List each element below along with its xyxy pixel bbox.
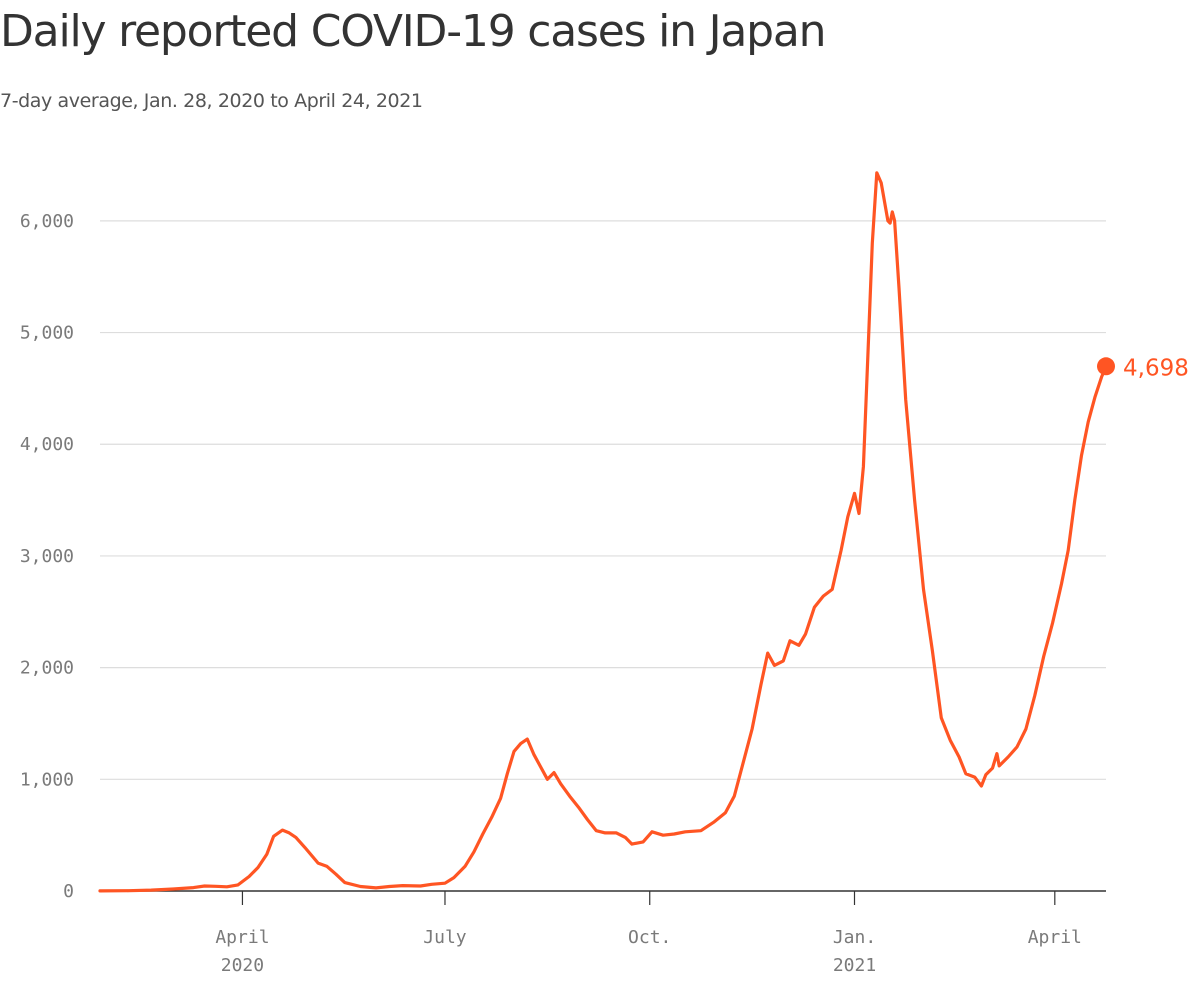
x-tick-label: April [215,927,269,948]
x-axis-ticks: April 2020 July Oct. Jan. 2021 April [215,891,1082,976]
x-tick-label: Jan. [833,927,876,948]
gridlines [100,220,1106,780]
y-tick-label: 4,000 [20,434,74,455]
cases-line [98,171,1108,893]
y-tick-label: 1,000 [20,769,74,790]
x-tick-label: July [423,927,467,948]
chart-subtitle: 7-day average, Jan. 28, 2020 to April 24… [0,90,423,112]
x-tick-label: Oct. [628,927,671,948]
x-tick-label: April [1028,927,1082,948]
chart-title: Daily reported COVID-19 cases in Japan [0,6,827,57]
y-tick-label: 3,000 [20,546,74,567]
y-tick-label: 0 [63,881,74,902]
x-tick-year: 2021 [833,955,876,976]
y-tick-label: 5,000 [20,323,74,344]
y-tick-label: 6,000 [20,211,74,232]
x-tick-year: 2020 [221,955,264,976]
y-tick-label: 2,000 [20,658,74,679]
latest-value-label: 4,698 [1123,355,1189,381]
y-axis-labels: 0 1,000 2,000 3,000 4,000 5,000 6,000 [20,211,74,902]
latest-value-marker [1097,357,1115,376]
